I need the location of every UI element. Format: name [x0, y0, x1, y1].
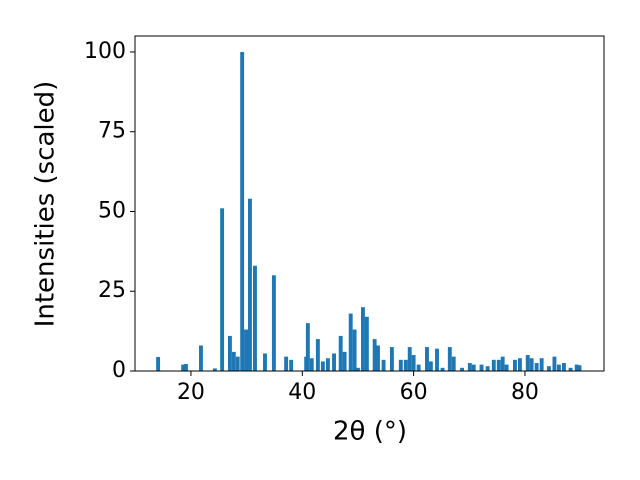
bar	[525, 355, 530, 371]
bar	[491, 359, 496, 371]
bar	[220, 208, 225, 371]
bar	[361, 307, 365, 371]
bar	[568, 367, 573, 371]
bar	[451, 356, 456, 371]
bar	[539, 358, 544, 371]
bar	[546, 366, 551, 371]
bar	[447, 347, 452, 371]
bar	[460, 367, 464, 371]
bar	[435, 348, 439, 371]
bar	[552, 356, 557, 371]
bar	[411, 355, 416, 371]
bar	[244, 329, 249, 371]
bar	[440, 367, 445, 371]
bar	[235, 356, 240, 371]
bar	[305, 323, 310, 371]
bar	[574, 364, 579, 371]
bar	[199, 345, 203, 371]
bar	[271, 275, 276, 371]
x-tick-label: 60	[400, 380, 428, 405]
bar	[263, 353, 267, 371]
bar	[381, 359, 386, 371]
bar	[309, 358, 314, 371]
bar	[227, 335, 232, 371]
plot-frame	[134, 35, 605, 372]
bar	[284, 356, 289, 371]
bar	[332, 353, 336, 371]
bar	[479, 364, 484, 371]
bar	[577, 365, 582, 371]
bar	[534, 363, 539, 371]
bar	[364, 316, 369, 371]
bar	[156, 356, 161, 371]
bar	[471, 364, 476, 371]
y-tick-label: 100	[84, 39, 126, 64]
bar	[561, 363, 566, 371]
bar	[212, 368, 217, 371]
bar	[416, 364, 421, 371]
bar	[181, 364, 186, 371]
bar	[289, 359, 294, 371]
bar	[398, 359, 403, 371]
bar	[248, 198, 252, 371]
bar	[517, 358, 522, 371]
y-tick-label: 50	[98, 198, 126, 223]
bar	[556, 364, 561, 371]
bar	[342, 351, 347, 371]
bar	[338, 335, 343, 371]
bar	[376, 345, 380, 371]
bar	[428, 361, 433, 371]
bar	[425, 347, 429, 371]
y-tick-label: 0	[112, 358, 126, 383]
y-axis-label: Intensities (scaled)	[31, 81, 61, 328]
x-axis-label: 2θ (°)	[333, 417, 407, 447]
bar	[389, 347, 394, 371]
bar	[352, 329, 357, 371]
x-tick-label: 20	[177, 380, 205, 405]
bar	[372, 339, 377, 371]
x-tick-label: 80	[511, 380, 539, 405]
bar	[467, 363, 472, 371]
bar	[253, 265, 257, 371]
y-tick-label: 75	[98, 119, 126, 144]
bar	[348, 313, 353, 371]
bar	[356, 367, 360, 371]
bar	[315, 339, 320, 371]
bar	[496, 359, 501, 371]
y-tick-label: 25	[98, 278, 126, 303]
bar	[485, 366, 490, 371]
bar	[183, 363, 188, 371]
bar	[512, 359, 517, 371]
bar	[320, 361, 325, 371]
bar	[231, 351, 236, 371]
bar	[500, 356, 505, 371]
bar	[407, 347, 412, 371]
bar	[325, 358, 330, 371]
bar	[403, 359, 408, 371]
bar	[504, 364, 509, 371]
bar	[529, 358, 534, 371]
x-tick-label: 40	[288, 380, 316, 405]
bar	[240, 51, 245, 371]
